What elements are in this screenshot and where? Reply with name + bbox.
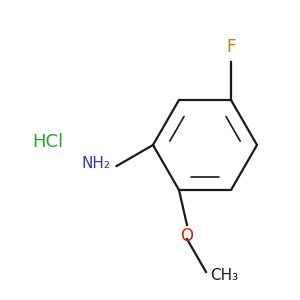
Text: HCl: HCl <box>32 133 64 151</box>
Text: O: O <box>181 227 194 245</box>
Text: CH₃: CH₃ <box>210 268 238 284</box>
Text: F: F <box>226 38 236 56</box>
Text: NH₂: NH₂ <box>82 157 111 172</box>
